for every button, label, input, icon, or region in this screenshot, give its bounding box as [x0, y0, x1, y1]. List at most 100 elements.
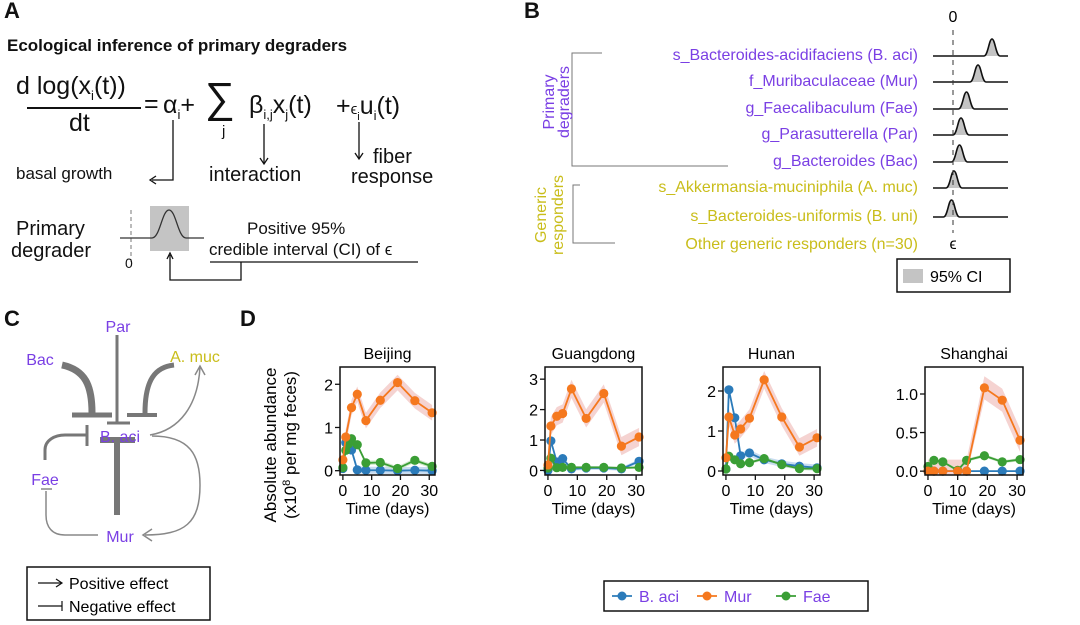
edge-amuc-baci: [142, 362, 175, 414]
legend-negative: Negative effect: [69, 599, 176, 616]
ci-pointer-arrow: [169, 255, 242, 281]
plus-sign: +: [180, 91, 195, 119]
data-point: [375, 395, 385, 405]
primary-bracket: [571, 52, 728, 167]
panel-a-arrows: [120, 120, 418, 281]
data-point: [736, 424, 746, 434]
ci-fill: [984, 39, 1000, 56]
ylabel-sup: 8: [281, 480, 293, 486]
posterior-curve: [933, 38, 1008, 57]
ci-shaded-box: [150, 206, 189, 251]
data-point: [375, 457, 385, 468]
plus-sign-2: +: [336, 92, 351, 120]
data-point: [616, 463, 627, 473]
posterior-curve: [933, 199, 1008, 218]
legend-label: B. aci: [639, 589, 679, 606]
data-point: [546, 421, 556, 431]
data-point: [938, 457, 948, 467]
ci-legend-swatch: [903, 269, 923, 283]
x-tick-label: 30: [420, 483, 438, 500]
legend-label: Mur: [724, 589, 752, 606]
data-point: [352, 465, 362, 475]
interaction-label: interaction: [209, 164, 302, 186]
y-tick-label: 3: [529, 372, 538, 389]
group-primary-line1: Primary: [541, 74, 558, 129]
y-tick-label: 0.0: [896, 464, 918, 481]
panel-a-title: Ecological inference of primary degrader…: [7, 36, 348, 55]
y-tick-label: 2: [324, 377, 333, 394]
data-point: [581, 462, 591, 472]
fiber-arrow-head: [354, 152, 364, 161]
ci-label-line1: Positive 95%: [247, 219, 346, 238]
chart-title: Shanghai: [940, 346, 1008, 363]
group-generic-line1: Generic: [533, 187, 550, 243]
data-point: [341, 432, 351, 442]
data-point: [979, 383, 989, 393]
data-point: [777, 460, 787, 470]
basal-growth-label: basal growth: [16, 164, 113, 183]
y-tick-label: 2: [529, 403, 538, 420]
data-point: [410, 455, 420, 465]
x-tick-label: 0: [721, 483, 730, 500]
group-generic-line2: responders: [550, 175, 567, 255]
taxon-label: Other generic responders (n=30): [685, 236, 918, 253]
data-point: [938, 466, 948, 476]
panel-letter-d: D: [240, 306, 256, 331]
taxon-label: f_Muribaculaceae (Mur): [749, 73, 918, 90]
posterior-curve: [933, 64, 1008, 83]
data-point: [744, 458, 755, 468]
chart-title: Hunan: [748, 346, 795, 363]
data-point: [410, 465, 420, 475]
posterior-curve: [933, 144, 1008, 163]
y-tick-label: 0: [707, 464, 716, 481]
node-par: Par: [106, 319, 132, 336]
sigma-sub: j: [222, 123, 226, 140]
plot-frame: [722, 366, 821, 476]
y-tick-label: 0: [529, 463, 538, 480]
data-point: [744, 448, 755, 458]
equals-sign: =: [144, 90, 159, 118]
data-point: [352, 440, 362, 450]
primary-label: Primary: [16, 218, 85, 240]
ci-label-line2: credible interval (CI) of ϵ: [209, 240, 392, 260]
taxon-label: g_Parasutterella (Par): [761, 126, 918, 143]
legend-marker-icon: [617, 591, 627, 601]
xj-sub: j: [285, 107, 289, 122]
xj-end: (t): [288, 91, 312, 119]
positive-arrow-head-icon: [55, 578, 64, 588]
ci-fill: [951, 145, 968, 162]
data-point: [352, 389, 362, 399]
node-bac: Bac: [26, 352, 54, 369]
x-axis-label: Time (days): [932, 501, 1016, 518]
chart-title: Beijing: [363, 346, 411, 363]
edge-baci-mur-head: [141, 528, 153, 542]
fiber-term: +ϵiui(t): [336, 92, 400, 123]
data-point: [979, 466, 989, 476]
edge-baci-amuc-head: [194, 364, 206, 376]
interaction-arrow-head: [259, 157, 269, 166]
data-point: [736, 459, 746, 469]
data-point: [997, 457, 1007, 467]
data-point: [566, 462, 577, 472]
data-point: [794, 442, 805, 452]
data-point: [361, 465, 371, 475]
basal-growth-arrow: [152, 120, 174, 181]
x-axis-label: Time (days): [552, 501, 636, 518]
x-tick-label: 0: [543, 483, 552, 500]
panel-letter-a: A: [4, 0, 20, 23]
x-axis-label: Time (days): [730, 501, 814, 518]
b-zero-label: 0: [949, 9, 958, 26]
data-point: [558, 462, 568, 472]
y-tick-label: 0: [324, 464, 333, 481]
ci-pointer-head: [166, 251, 174, 260]
x-tick-label: 30: [627, 483, 645, 500]
numerator-text: d log(x: [16, 72, 92, 100]
y-tick-label: 1.0: [896, 387, 918, 404]
xj-symbol: x: [272, 91, 286, 119]
posterior-curve: [933, 117, 1008, 136]
group-primary-line2: degraders: [556, 66, 573, 138]
data-point: [361, 415, 371, 426]
